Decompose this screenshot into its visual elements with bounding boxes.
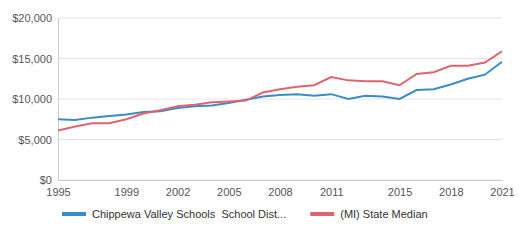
y-tick-label: $15,000 bbox=[12, 53, 52, 65]
grid-line bbox=[58, 99, 502, 100]
x-tick-label: 2021 bbox=[490, 186, 514, 198]
y-tick: $15,000 bbox=[12, 53, 58, 65]
x-tick: 1995 bbox=[46, 180, 70, 198]
x-tick-label: 2008 bbox=[268, 186, 292, 198]
x-tick: 2021 bbox=[490, 180, 514, 198]
grid bbox=[58, 18, 502, 180]
x-tick: 2015 bbox=[388, 180, 412, 198]
x-tick-label: 1995 bbox=[46, 186, 70, 198]
legend: Chippewa Valley Schools School Dist... (M… bbox=[62, 208, 428, 220]
y-tick-label: $5,000 bbox=[18, 134, 52, 146]
y-tick-label: $20,000 bbox=[12, 12, 52, 24]
y-axis: $0 $5,000 $10,000 $15,000 $20,000 bbox=[12, 12, 58, 186]
x-tick: 2008 bbox=[268, 180, 292, 198]
x-tick: 1999 bbox=[115, 180, 139, 198]
y-axis-line bbox=[58, 19, 59, 181]
x-axis-line bbox=[59, 180, 503, 181]
y-tick: $10,000 bbox=[12, 93, 58, 105]
y-tick-label: $10,000 bbox=[12, 93, 52, 105]
legend-item: (MI) State Median bbox=[310, 208, 427, 220]
x-tick-label: 2005 bbox=[217, 186, 241, 198]
grid-line bbox=[58, 139, 502, 140]
plot: $0 $5,000 $10,000 $15,000 $20,000 1995 1999 200… bbox=[12, 12, 515, 198]
x-tick: 2018 bbox=[439, 180, 463, 198]
x-tick: 2011 bbox=[320, 180, 344, 198]
x-tick-label: 1999 bbox=[115, 186, 139, 198]
x-tick: 2002 bbox=[166, 180, 190, 198]
series-lines bbox=[58, 51, 502, 130]
x-tick: 2005 bbox=[217, 180, 241, 198]
x-axis: 1995 1999 2002 2005 2008 2011 2015 2018 2021 bbox=[46, 180, 514, 198]
legend-swatch bbox=[310, 212, 334, 216]
grid-line bbox=[58, 180, 502, 181]
series-line bbox=[58, 62, 502, 120]
y-tick: $0 bbox=[40, 174, 58, 186]
x-tick-label: 2002 bbox=[166, 186, 190, 198]
chart: $0 $5,000 $10,000 $15,000 $20,000 1995 1999 200… bbox=[0, 0, 524, 230]
grid-line bbox=[58, 58, 502, 59]
legend-item: Chippewa Valley Schools School Dist... bbox=[62, 208, 286, 220]
legend-label: (MI) State Median bbox=[340, 208, 427, 220]
x-tick-label: 2011 bbox=[320, 186, 344, 198]
grid-line bbox=[58, 18, 502, 19]
y-tick-label: $0 bbox=[40, 174, 52, 186]
series-line bbox=[58, 51, 502, 130]
x-tick-label: 2018 bbox=[439, 186, 463, 198]
x-tick-label: 2015 bbox=[388, 186, 412, 198]
y-tick: $5,000 bbox=[18, 134, 58, 146]
legend-label: Chippewa Valley Schools School Dist... bbox=[92, 208, 286, 220]
y-tick: $20,000 bbox=[12, 12, 58, 24]
legend-swatch bbox=[62, 212, 86, 216]
